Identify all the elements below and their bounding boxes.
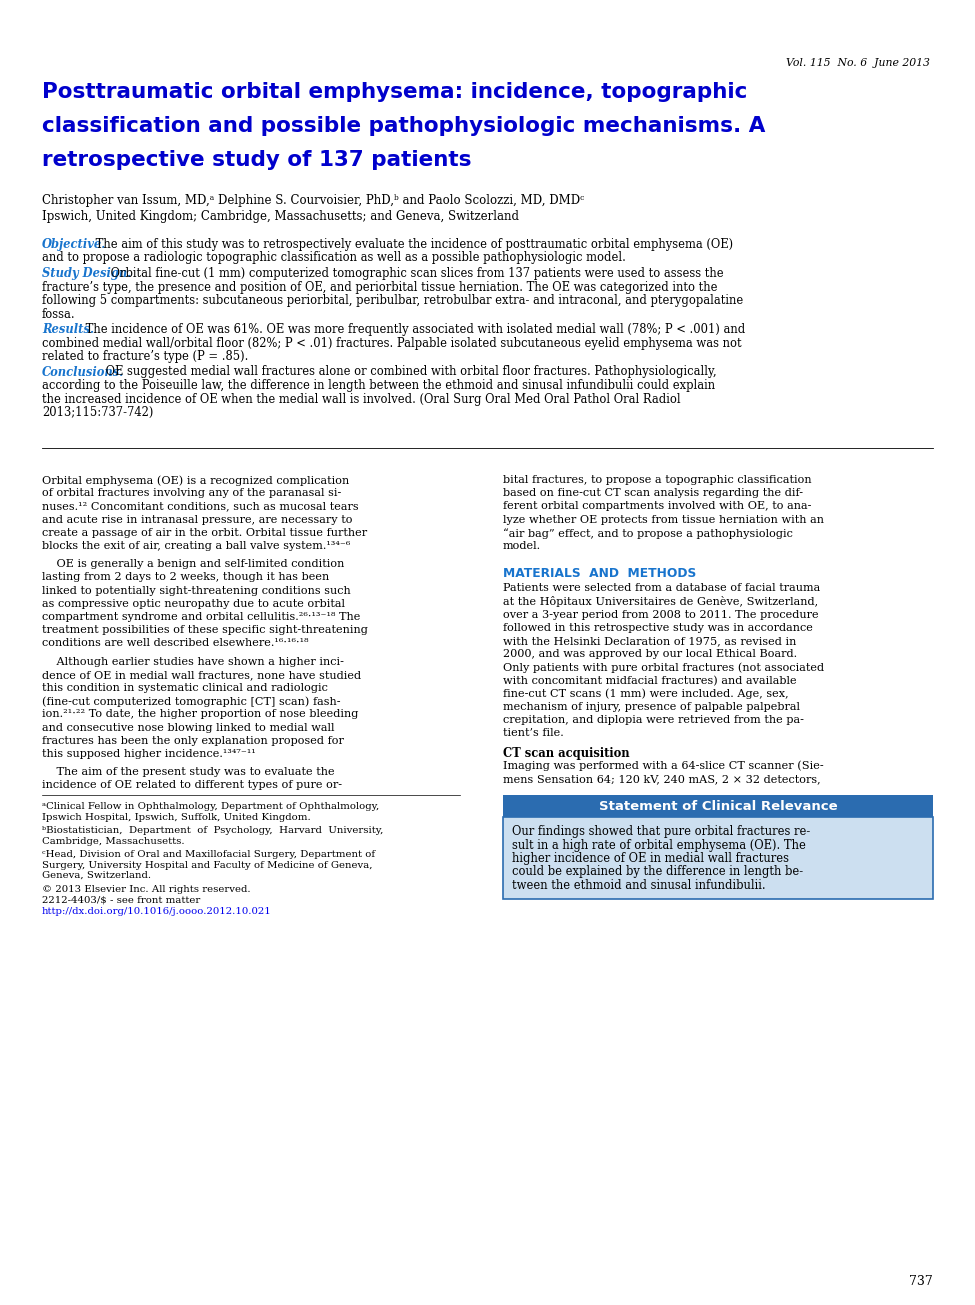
Text: Surgery, University Hospital and Faculty of Medicine of Geneva,: Surgery, University Hospital and Faculty… (42, 860, 372, 869)
Text: nuses.¹² Concomitant conditions, such as mucosal tears: nuses.¹² Concomitant conditions, such as… (42, 501, 359, 512)
Text: related to fracture’s type (P = .85).: related to fracture’s type (P = .85). (42, 350, 249, 363)
Text: of orbital fractures involving any of the paranasal si-: of orbital fractures involving any of th… (42, 488, 341, 499)
Text: 737: 737 (910, 1275, 933, 1288)
Text: Conclusions.: Conclusions. (42, 365, 124, 378)
Text: retrospective study of 137 patients: retrospective study of 137 patients (42, 150, 472, 170)
Text: with concomitant midfacial fractures) and available: with concomitant midfacial fractures) an… (503, 676, 797, 686)
Text: incidence of OE related to different types of pure or-: incidence of OE related to different typ… (42, 780, 342, 791)
Text: Objective.: Objective. (42, 238, 106, 251)
Text: fracture’s type, the presence and position of OE, and periorbital tissue herniat: fracture’s type, the presence and positi… (42, 281, 718, 294)
Text: Geneva, Switzerland.: Geneva, Switzerland. (42, 870, 151, 880)
Text: fractures has been the only explanation proposed for: fractures has been the only explanation … (42, 736, 344, 745)
Text: Imaging was performed with a 64-slice CT scanner (Sie-: Imaging was performed with a 64-slice CT… (503, 761, 824, 771)
Text: 2000, and was approved by our local Ethical Board.: 2000, and was approved by our local Ethi… (503, 649, 798, 659)
Text: Vol. 115  No. 6  June 2013: Vol. 115 No. 6 June 2013 (786, 57, 930, 68)
Text: fossa.: fossa. (42, 308, 76, 321)
Text: ᵇBiostatistician,  Department  of  Psychology,  Harvard  University,: ᵇBiostatistician, Department of Psycholo… (42, 826, 383, 835)
Text: classification and possible pathophysiologic mechanisms. A: classification and possible pathophysiol… (42, 116, 765, 136)
Text: combined medial wall/orbital floor (82%; P < .01) fractures. Palpable isolated s: combined medial wall/orbital floor (82%;… (42, 337, 742, 350)
Text: Statement of Clinical Relevance: Statement of Clinical Relevance (599, 800, 838, 813)
Text: 2212-4403/$ - see front matter: 2212-4403/$ - see front matter (42, 897, 200, 904)
Text: as compressive optic neuropathy due to acute orbital: as compressive optic neuropathy due to a… (42, 599, 345, 609)
Text: fine-cut CT scans (1 mm) were included. Age, sex,: fine-cut CT scans (1 mm) were included. … (503, 689, 789, 699)
Text: and consecutive nose blowing linked to medial wall: and consecutive nose blowing linked to m… (42, 723, 334, 732)
Text: this supposed higher incidence.¹³⁴⁷⁻¹¹: this supposed higher incidence.¹³⁴⁷⁻¹¹ (42, 749, 255, 760)
Text: model.: model. (503, 542, 541, 551)
Text: The incidence of OE was 61%. OE was more frequently associated with isolated med: The incidence of OE was 61%. OE was more… (82, 324, 745, 335)
Text: Although earlier studies have shown a higher inci-: Although earlier studies have shown a hi… (42, 656, 344, 667)
Text: bital fractures, to propose a topographic classification: bital fractures, to propose a topographi… (503, 475, 811, 485)
Text: the increased incidence of OE when the medial wall is involved. (Oral Surg Oral : the increased incidence of OE when the m… (42, 393, 681, 406)
Text: this condition in systematic clinical and radiologic: this condition in systematic clinical an… (42, 683, 328, 693)
Text: and acute rise in intranasal pressure, are necessary to: and acute rise in intranasal pressure, a… (42, 514, 353, 525)
Text: Orbital fine-cut (1 mm) computerized tomographic scan slices from 137 patients w: Orbital fine-cut (1 mm) computerized tom… (107, 268, 723, 281)
Text: 2013;115:737-742): 2013;115:737-742) (42, 406, 153, 419)
Text: OE suggested medial wall fractures alone or combined with orbital floor fracture: OE suggested medial wall fractures alone… (102, 365, 717, 378)
Bar (503, 817, 933, 899)
Text: crepitation, and diplopia were retrieved from the pa-: crepitation, and diplopia were retrieved… (503, 715, 803, 726)
Text: based on fine-cut CT scan analysis regarding the dif-: based on fine-cut CT scan analysis regar… (503, 488, 803, 499)
Text: higher incidence of OE in medial wall fractures: higher incidence of OE in medial wall fr… (512, 852, 789, 865)
Text: lyze whether OE protects from tissue herniation with an: lyze whether OE protects from tissue her… (503, 514, 824, 525)
Text: © 2013 Elsevier Inc. All rights reserved.: © 2013 Elsevier Inc. All rights reserved… (42, 885, 251, 894)
Text: Orbital emphysema (OE) is a recognized complication: Orbital emphysema (OE) is a recognized c… (42, 475, 349, 485)
Text: OE is generally a benign and self-limited condition: OE is generally a benign and self-limite… (42, 560, 344, 569)
Text: could be explained by the difference in length be-: could be explained by the difference in … (512, 865, 803, 878)
Text: lasting from 2 days to 2 weeks, though it has been: lasting from 2 days to 2 weeks, though i… (42, 573, 330, 582)
Text: Ipswich, United Kingdom; Cambridge, Massachusetts; and Geneva, Switzerland: Ipswich, United Kingdom; Cambridge, Mass… (42, 210, 519, 223)
Text: and to propose a radiologic topographic classification as well as a possible pat: and to propose a radiologic topographic … (42, 252, 626, 265)
Text: tween the ethmoid and sinusal infundibulii.: tween the ethmoid and sinusal infundibul… (512, 880, 765, 893)
Text: Patients were selected from a database of facial trauma: Patients were selected from a database o… (503, 583, 820, 594)
Text: ferent orbital compartments involved with OE, to ana-: ferent orbital compartments involved wit… (503, 501, 811, 512)
Text: compartment syndrome and orbital cellulitis.²⁶·¹³⁻¹⁸ The: compartment syndrome and orbital celluli… (42, 612, 361, 622)
Text: sult in a high rate of orbital emphysema (OE). The: sult in a high rate of orbital emphysema… (512, 839, 806, 851)
Text: Christopher van Issum, MD,ᵃ Delphine S. Courvoisier, PhD,ᵇ and Paolo Scolozzi, M: Christopher van Issum, MD,ᵃ Delphine S. … (42, 194, 584, 207)
Text: dence of OE in medial wall fractures, none have studied: dence of OE in medial wall fractures, no… (42, 669, 361, 680)
Text: (fine-cut computerized tomographic [CT] scan) fash-: (fine-cut computerized tomographic [CT] … (42, 696, 340, 707)
Text: MATERIALS  AND  METHODS: MATERIALS AND METHODS (503, 568, 696, 581)
Text: treatment possibilities of these specific sight-threatening: treatment possibilities of these specifi… (42, 625, 368, 636)
Text: conditions are well described elsewhere.¹⁶·¹⁶·¹⁸: conditions are well described elsewhere.… (42, 638, 308, 649)
Bar (503, 795, 933, 817)
Text: ion.²¹·²² To date, the higher proportion of nose bleeding: ion.²¹·²² To date, the higher proportion… (42, 710, 359, 719)
Text: mens Sensation 64; 120 kV, 240 mAS, 2 × 32 detectors,: mens Sensation 64; 120 kV, 240 mAS, 2 × … (503, 774, 821, 784)
Text: The aim of the present study was to evaluate the: The aim of the present study was to eval… (42, 767, 334, 778)
Text: over a 3-year period from 2008 to 2011. The procedure: over a 3-year period from 2008 to 2011. … (503, 609, 819, 620)
Text: ᶜHead, Division of Oral and Maxillofacial Surgery, Department of: ᶜHead, Division of Oral and Maxillofacia… (42, 850, 375, 859)
Text: blocks the exit of air, creating a ball valve system.¹³⁴⁻⁶: blocks the exit of air, creating a ball … (42, 542, 350, 551)
Text: Only patients with pure orbital fractures (not associated: Only patients with pure orbital fracture… (503, 663, 824, 673)
Text: Posttraumatic orbital emphysema: incidence, topographic: Posttraumatic orbital emphysema: inciden… (42, 82, 748, 102)
Text: mechanism of injury, presence of palpable palpebral: mechanism of injury, presence of palpabl… (503, 702, 800, 713)
Text: Cambridge, Massachusetts.: Cambridge, Massachusetts. (42, 837, 184, 846)
Text: following 5 compartments: subcutaneous periorbital, peribulbar, retrobulbar extr: following 5 compartments: subcutaneous p… (42, 294, 743, 307)
Text: followed in this retrospective study was in accordance: followed in this retrospective study was… (503, 622, 813, 633)
Text: tient’s file.: tient’s file. (503, 728, 564, 739)
Text: http://dx.doi.org/10.1016/j.oooo.2012.10.021: http://dx.doi.org/10.1016/j.oooo.2012.10… (42, 907, 272, 916)
Text: according to the Poiseuille law, the difference in length between the ethmoid an: according to the Poiseuille law, the dif… (42, 378, 715, 392)
Text: create a passage of air in the orbit. Orbital tissue further: create a passage of air in the orbit. Or… (42, 527, 368, 538)
Text: Study Design.: Study Design. (42, 268, 132, 281)
Text: Our findings showed that pure orbital fractures re-: Our findings showed that pure orbital fr… (512, 825, 810, 838)
Text: The aim of this study was to retrospectively evaluate the incidence of posttraum: The aim of this study was to retrospecti… (92, 238, 733, 251)
Text: Ipswich Hospital, Ipswich, Suffolk, United Kingdom.: Ipswich Hospital, Ipswich, Suffolk, Unit… (42, 813, 311, 822)
Text: CT scan acquisition: CT scan acquisition (503, 746, 630, 760)
Text: “air bag” effect, and to propose a pathophysiologic: “air bag” effect, and to propose a patho… (503, 527, 793, 539)
Text: at the Hôpitaux Universitaires de Genève, Switzerland,: at the Hôpitaux Universitaires de Genève… (503, 596, 818, 607)
Text: ᵃClinical Fellow in Ophthalmology, Department of Ophthalmology,: ᵃClinical Fellow in Ophthalmology, Depar… (42, 803, 379, 810)
Text: linked to potentially sight-threatening conditions such: linked to potentially sight-threatening … (42, 586, 351, 595)
Text: with the Helsinki Declaration of 1975, as revised in: with the Helsinki Declaration of 1975, a… (503, 636, 797, 646)
Text: Results.: Results. (42, 324, 94, 335)
